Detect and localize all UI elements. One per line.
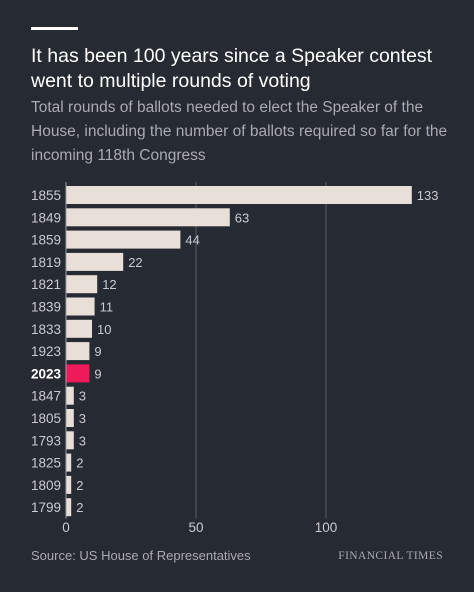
data-label: 2 xyxy=(76,500,83,515)
bar xyxy=(66,230,181,249)
category-label: 1849 xyxy=(31,210,61,225)
data-label: 2 xyxy=(76,456,83,471)
bar xyxy=(66,386,74,405)
category-label: 1839 xyxy=(31,300,61,315)
category-label: 1833 xyxy=(31,322,61,337)
category-label: 1805 xyxy=(31,411,61,426)
data-label: 3 xyxy=(79,411,86,426)
category-label: 1809 xyxy=(31,478,61,493)
source-note: Source: US House of Representatives xyxy=(31,548,251,563)
data-label: 22 xyxy=(128,255,142,270)
bar xyxy=(66,186,412,204)
brand-logo: FINANCIAL TIMES xyxy=(338,550,443,562)
data-label: 44 xyxy=(185,233,199,248)
bar xyxy=(66,453,72,472)
title-accent-bar xyxy=(31,27,78,30)
category-label: 1793 xyxy=(31,433,61,448)
bar xyxy=(66,498,72,517)
x-tick-label: 100 xyxy=(315,520,338,535)
category-label: 1821 xyxy=(31,277,61,292)
chart-title: It has been 100 years since a Speaker co… xyxy=(31,45,433,92)
bar xyxy=(66,342,90,361)
category-label: 1847 xyxy=(31,389,61,404)
data-label: 3 xyxy=(79,389,86,404)
data-label: 2 xyxy=(76,478,83,493)
data-label: 9 xyxy=(94,344,101,359)
x-tick-label: 0 xyxy=(62,520,70,535)
bar xyxy=(66,297,95,316)
data-label: 133 xyxy=(417,188,439,203)
bar xyxy=(66,319,92,338)
category-label: 1855 xyxy=(31,188,61,203)
data-label: 9 xyxy=(94,366,101,381)
bar xyxy=(66,431,74,450)
bar xyxy=(66,409,74,427)
data-label: 12 xyxy=(102,277,116,292)
category-label: 1799 xyxy=(31,500,61,515)
bar xyxy=(66,475,72,494)
bar xyxy=(66,252,124,271)
data-label: 11 xyxy=(100,300,114,315)
bar xyxy=(66,275,98,294)
category-label: 1923 xyxy=(31,344,61,359)
category-label: 1819 xyxy=(31,255,61,270)
bar xyxy=(66,364,90,383)
bar xyxy=(66,208,230,227)
category-label: 1825 xyxy=(31,456,61,471)
data-label: 3 xyxy=(79,433,86,448)
data-label: 10 xyxy=(97,322,111,337)
chart-subtitle: Total rounds of ballots needed to elect … xyxy=(31,99,448,164)
x-tick-label: 50 xyxy=(188,520,203,535)
data-label: 63 xyxy=(235,210,249,225)
category-label: 2023 xyxy=(31,366,62,381)
category-label: 1859 xyxy=(31,233,61,248)
